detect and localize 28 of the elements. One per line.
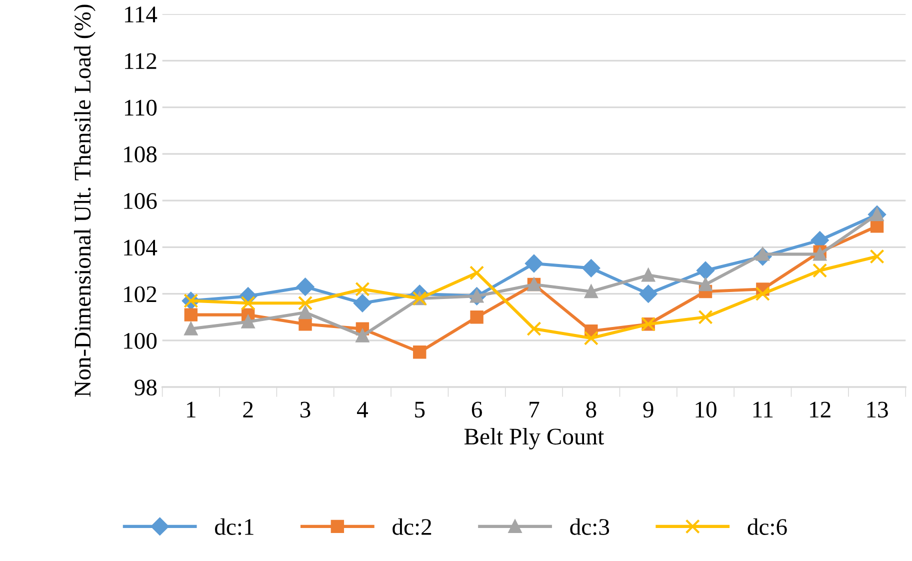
legend-label: dc:1 (214, 518, 254, 536)
x-tick-label: 9 (643, 402, 654, 418)
x-axis-title: Belt Ply Count (464, 428, 604, 450)
y-tick-label: 110 (125, 100, 157, 116)
x-tick-label: 3 (300, 402, 310, 418)
y-tick-label: 104 (124, 240, 158, 256)
y-tick-label: 100 (124, 332, 157, 349)
legend-label: dc:6 (748, 518, 787, 536)
y-tick-label: 108 (124, 146, 157, 162)
legend-label: dc:3 (570, 518, 610, 536)
x-tick-label: 13 (867, 402, 888, 418)
y-tick-label: 106 (124, 193, 157, 209)
x-tick-label: 12 (810, 402, 830, 418)
y-tick-label: 98 (134, 380, 157, 396)
y-tick-label: 102 (124, 286, 156, 302)
x-tick-label: 2 (243, 402, 253, 418)
x-tick-label: 5 (415, 402, 425, 418)
x-tick-label: 7 (530, 402, 540, 418)
x-tick-label: 6 (472, 402, 482, 418)
y-tick-label: 112 (125, 53, 156, 69)
y-tick-label: 114 (125, 6, 158, 22)
x-tick-label: 10 (696, 402, 716, 418)
x-tick-label: 8 (586, 402, 596, 418)
x-tick-label: 4 (357, 402, 368, 418)
y-axis-title: Non-Dimensional Ult. Thensile Load (%) (74, 4, 96, 397)
x-tick-label: 1 (187, 402, 196, 418)
legend-label: dc:2 (392, 518, 432, 536)
x-tick-label: 11 (753, 402, 773, 418)
